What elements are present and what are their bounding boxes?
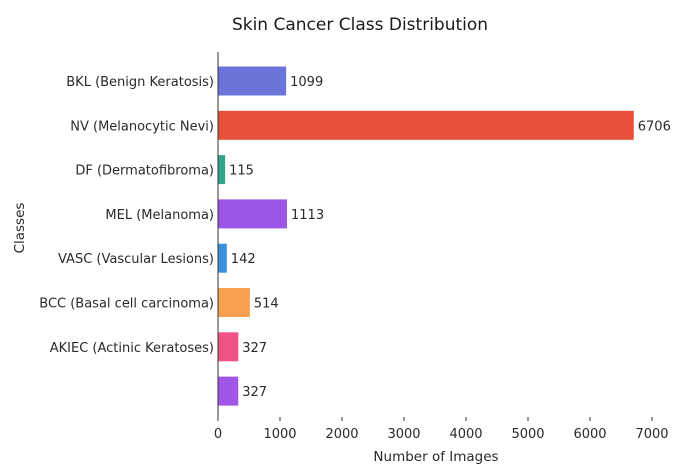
x-axis-title: Number of Images [373,449,498,465]
x-tick-label-3: 3000 [387,427,420,442]
y-axis-title: Classes [12,203,28,254]
bar-2 [218,155,226,185]
value-label-2: 115 [229,164,254,179]
x-tick-label-0: 0 [214,427,222,442]
value-label-6: 327 [242,341,267,356]
value-label-5: 514 [254,297,279,312]
category-label-5: BCC (Basal cell carcinoma) [39,297,214,312]
bar-1 [218,110,634,140]
x-tick-label-7: 7000 [635,427,668,442]
x-tick-label-6: 6000 [573,427,606,442]
x-tick-label-2: 2000 [325,427,358,442]
x-axis: 0 1000 2000 3000 4000 5000 6000 7000 [214,417,669,442]
category-label-0: BKL (Benign Keratosis) [66,75,214,90]
x-tick-label-5: 5000 [511,427,544,442]
bars: 1099 6706 115 1113 142 514 327 327 [218,66,671,406]
chart-title: Skin Cancer Class Distribution [232,15,488,35]
value-label-3: 1113 [291,208,324,223]
value-label-0: 1099 [290,75,323,90]
bar-6 [218,332,239,362]
bar-4 [218,243,227,273]
category-label-3: MEL (Melanoma) [105,208,214,223]
bar-3 [218,199,288,229]
y-axis: BKL (Benign Keratosis) NV (Melanocytic Ne… [39,52,219,417]
value-label-7: 327 [242,385,267,400]
category-label-6: AKIEC (Actinic Keratoses) [50,341,214,356]
category-label-2: DF (Dermatofibroma) [75,164,214,179]
bar-0 [218,66,287,96]
value-label-4: 142 [231,252,256,267]
category-label-1: NV (Melanocytic Nevi) [70,119,214,134]
category-label-4: VASC (Vascular Lesions) [58,252,214,267]
x-tick-label-1: 1000 [263,427,296,442]
bar-5 [218,288,250,317]
x-tick-label-4: 4000 [449,427,482,442]
bar-7 [218,376,239,406]
value-label-1: 6706 [638,119,671,134]
